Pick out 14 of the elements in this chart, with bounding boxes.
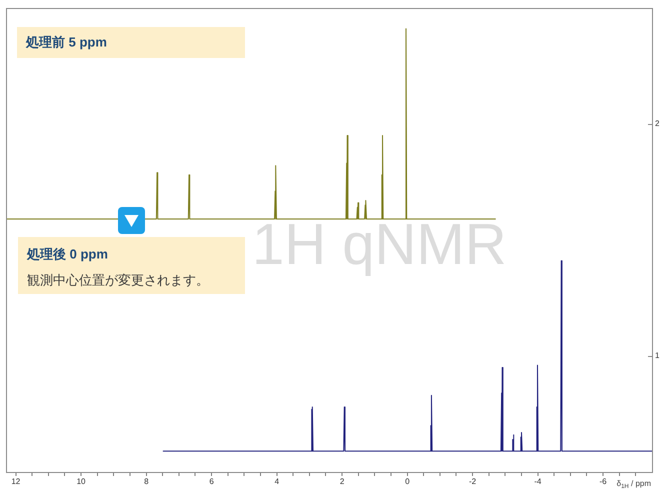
- x-tick-label: 8: [144, 477, 150, 486]
- annotation: 処理後 0 ppm: [26, 246, 108, 262]
- x-tick-label: 12: [11, 477, 21, 486]
- x-tick-label: 0: [405, 477, 410, 486]
- y-tick-label: 1: [655, 351, 660, 360]
- x-tick-label: 4: [274, 477, 280, 486]
- x-tick-label: 6: [209, 477, 214, 486]
- annotation: 処理前 5 ppm: [25, 34, 107, 50]
- x-tick-label: -2: [468, 477, 477, 486]
- x-tick-label: 10: [76, 477, 86, 486]
- annotation: 観測中心位置が変更されます。: [27, 272, 209, 288]
- x-tick-label: 2: [340, 477, 345, 486]
- x-tick-label: -6: [600, 477, 608, 486]
- x-tick-label: -4: [534, 477, 542, 486]
